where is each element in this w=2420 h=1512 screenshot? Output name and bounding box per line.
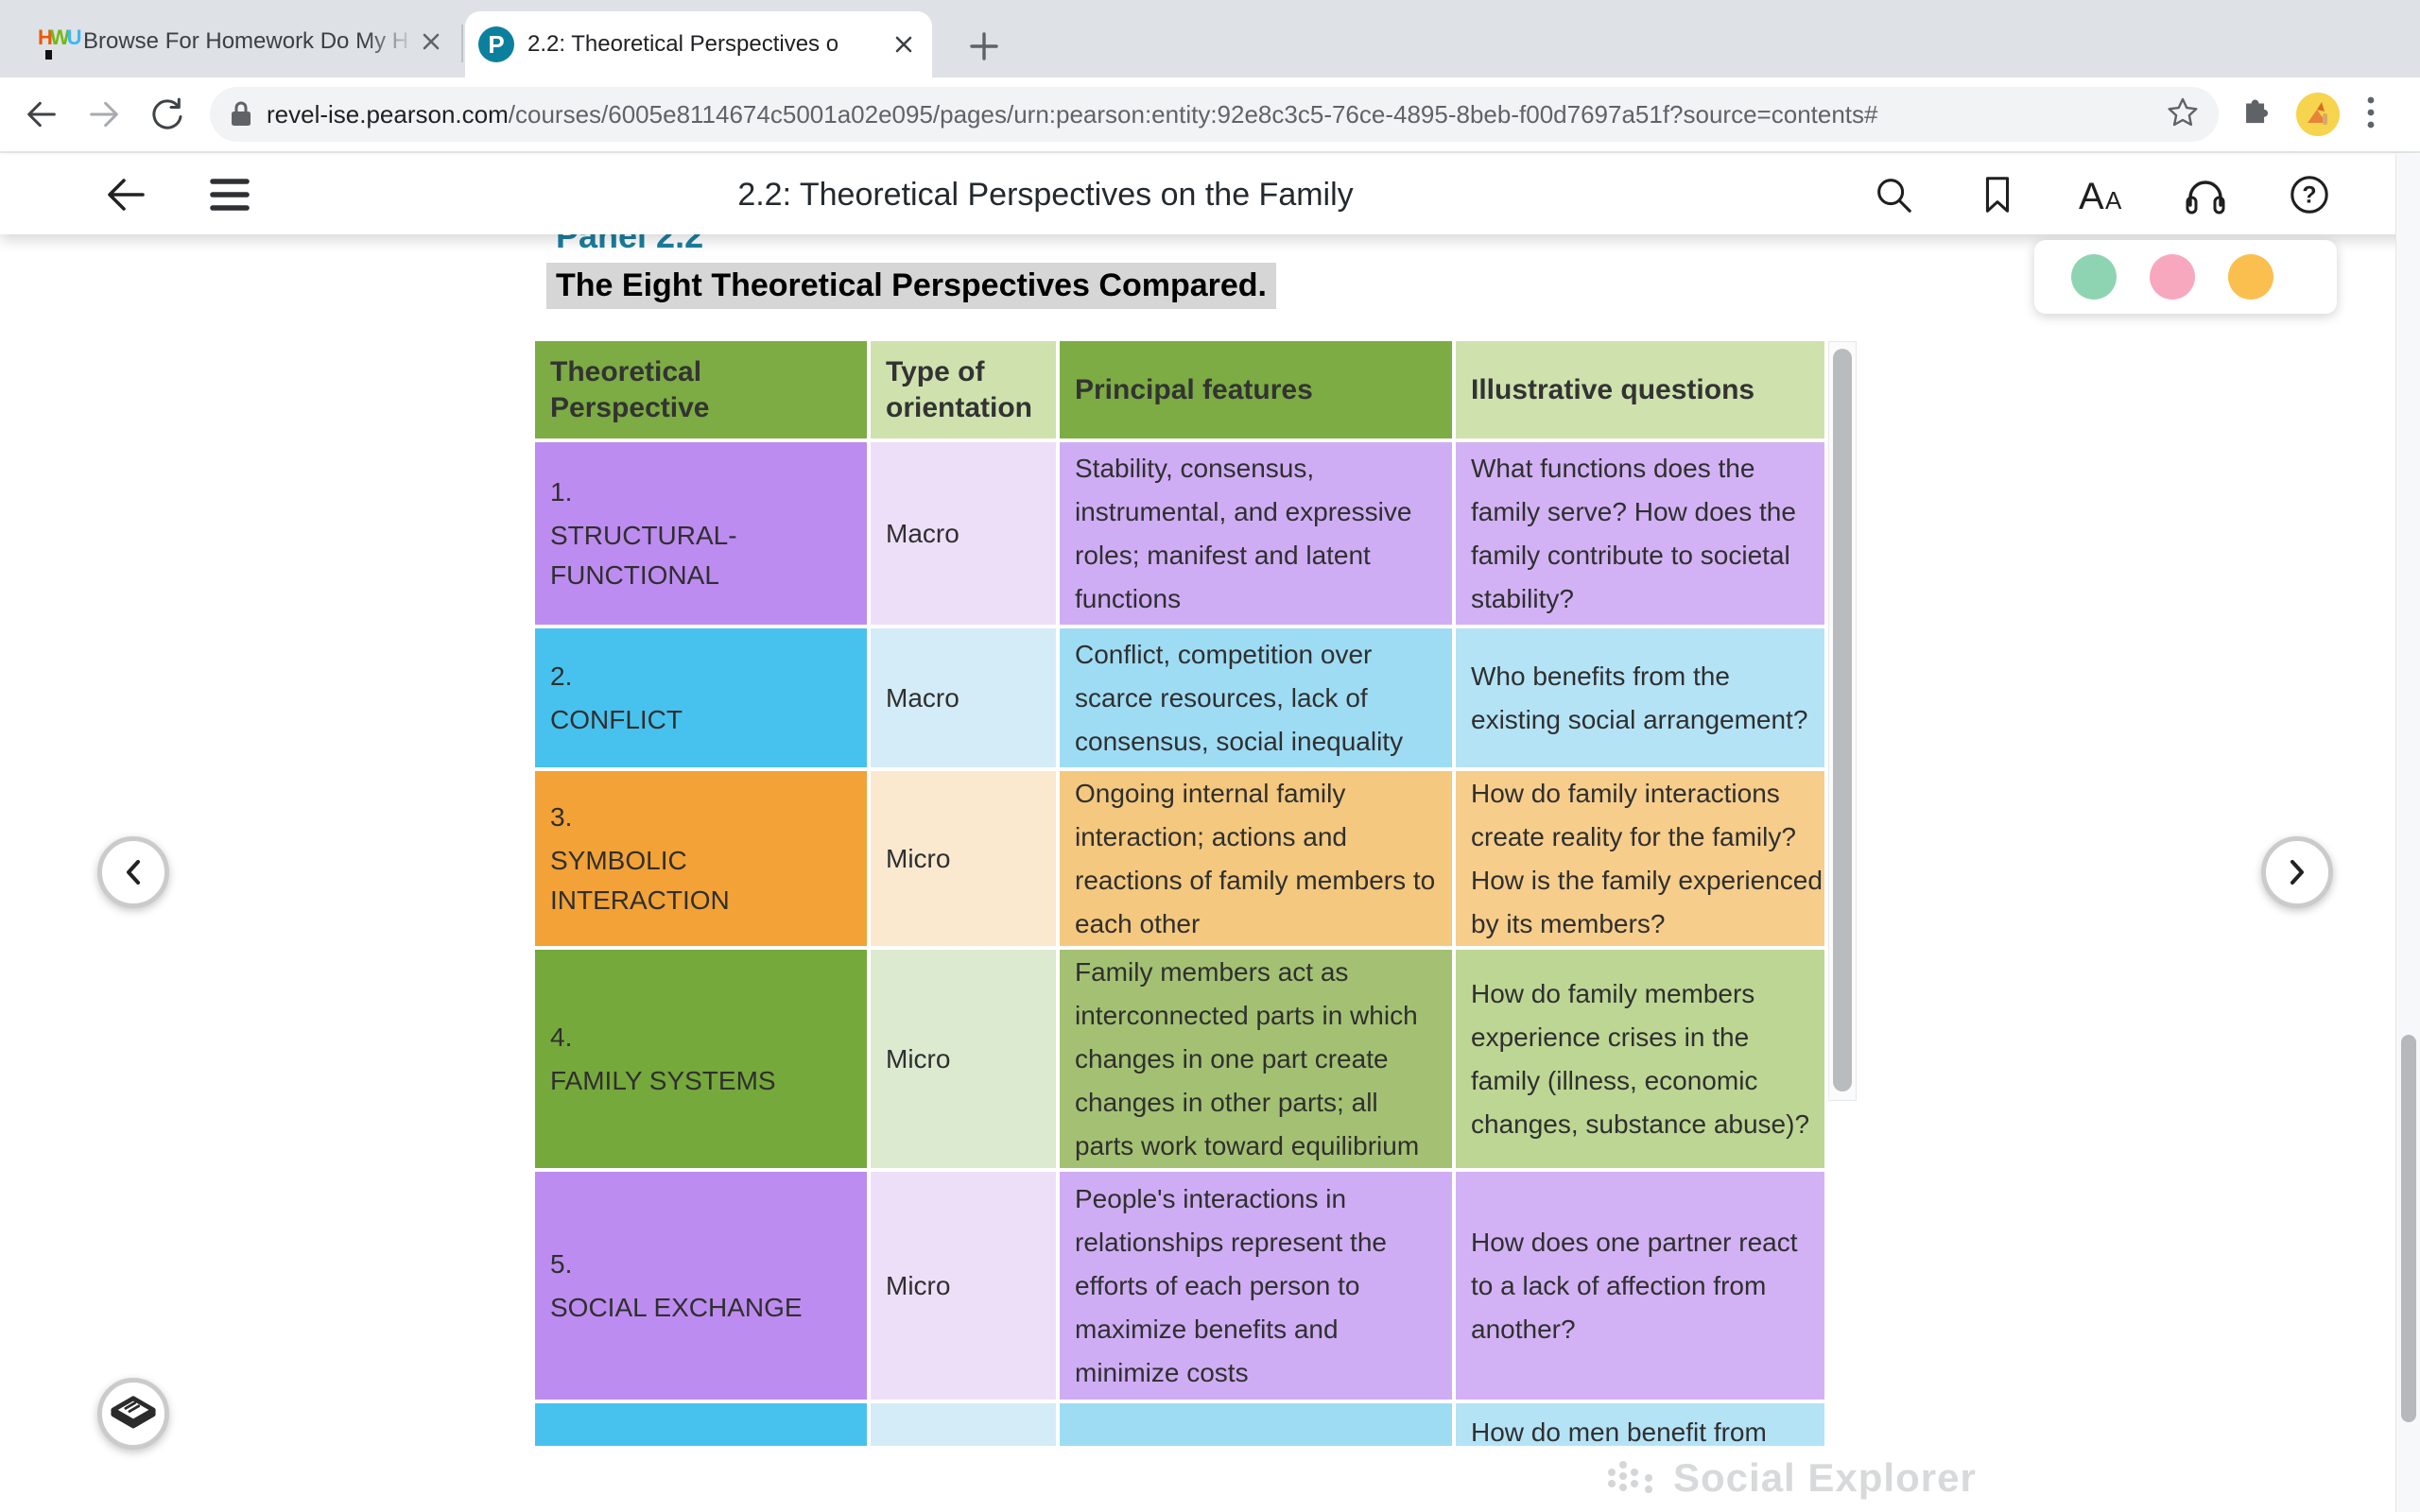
cell-orientation: Micro	[871, 950, 1056, 1168]
tab-title: Browse For Homework Do My H	[83, 28, 409, 54]
panel-title: The Eight Theoretical Perspectives Compa…	[546, 263, 1277, 309]
audio-headphones-icon[interactable]	[2172, 155, 2238, 234]
cell-perspective: 1. STRUCTURAL-FUNCTIONAL	[535, 442, 867, 625]
bookmark-icon[interactable]	[1964, 155, 2031, 234]
reader-header: 2.2: Theoretical Perspectives on the Fam…	[0, 155, 2420, 234]
chevron-left-icon	[127, 860, 140, 885]
tab-current[interactable]: P 2.2: Theoretical Perspectives o	[465, 11, 932, 77]
search-icon[interactable]	[1860, 155, 1927, 234]
table-scrollbar-thumb[interactable]	[1833, 349, 1852, 1091]
cell-questions: What functions does the family serve? Ho…	[1456, 442, 1824, 625]
menu-hamburger-icon[interactable]	[197, 155, 263, 234]
cell-questions: How do family members experience crises …	[1456, 950, 1824, 1168]
social-explorer-logo-icon	[1608, 1461, 1652, 1493]
menu-kebab-icon[interactable]	[2364, 94, 2377, 136]
cell-features	[1060, 1403, 1452, 1446]
cell-questions: How does one partner react to a lack of …	[1456, 1172, 1824, 1400]
column-header: Illustrative questions	[1456, 341, 1824, 438]
table-container: Theoretical Perspective Type of orientati…	[535, 341, 1824, 1446]
pearson-favicon-icon: P	[478, 26, 514, 62]
page-title: 2.2: Theoretical Perspectives on the Fam…	[737, 176, 1354, 213]
cell-perspective: 3. SYMBOLIC INTERACTION	[535, 771, 867, 946]
panel-title-text: The Eight Theoretical Perspectives Compa…	[546, 263, 1277, 309]
perspectives-table: Theoretical Perspective Type of orientati…	[535, 341, 1824, 1446]
svg-text:?: ?	[2302, 182, 2316, 209]
watermark-text: Social Explorer	[1673, 1455, 1977, 1500]
chevron-right-icon	[2290, 860, 2304, 885]
help-icon[interactable]: ?	[2276, 155, 2342, 234]
cell-features: Conflict, competition over scarce resour…	[1060, 628, 1452, 767]
highlight-color-picker	[2034, 240, 2337, 314]
previous-page-button[interactable]	[97, 836, 169, 908]
cell-questions: How do men benefit from	[1456, 1403, 1824, 1446]
back-arrow-icon[interactable]	[93, 155, 159, 234]
column-header: Principal features	[1060, 341, 1452, 438]
card-deck-icon	[111, 1396, 156, 1429]
column-header: Type of orientation	[871, 341, 1056, 438]
extensions-icon[interactable]	[2236, 94, 2272, 135]
url-text: revel-ise.pearson.com/courses/6005e81146…	[267, 99, 1878, 129]
cell-questions: How do family interactions create realit…	[1456, 771, 1824, 946]
table-scrollbar	[1828, 341, 1857, 1101]
close-tab-icon[interactable]	[889, 29, 919, 60]
url-bar[interactable]: revel-ise.pearson.com/courses/6005e81146…	[210, 87, 2219, 142]
cell-features: Family members act as interconnected par…	[1060, 950, 1452, 1168]
page-scrollbar	[2395, 155, 2420, 1512]
cell-features: People's interactions in relationships r…	[1060, 1172, 1452, 1400]
reload-icon[interactable]	[140, 88, 193, 141]
bookmark-star-icon[interactable]	[2166, 95, 2200, 134]
cell-orientation: Micro	[871, 771, 1056, 946]
new-tab-button[interactable]	[962, 25, 1006, 68]
social-explorer-watermark: Social Explorer	[1607, 1455, 1977, 1501]
column-header: Theoretical Perspective	[535, 341, 867, 438]
cell-features: Ongoing internal family interaction; act…	[1060, 771, 1452, 946]
svg-text:A: A	[2079, 176, 2104, 216]
highlight-orange-dot[interactable]	[2228, 254, 2273, 300]
cell-questions: Who benefits from the existing social ar…	[1456, 628, 1824, 767]
cell-perspective: 5. SOCIAL EXCHANGE	[535, 1172, 867, 1400]
cell-features: Stability, consensus, instrumental, and …	[1060, 442, 1452, 625]
close-tab-icon[interactable]	[416, 26, 446, 57]
cell-perspective: 4. FAMILY SYSTEMS	[535, 950, 867, 1168]
svg-text:A: A	[2105, 186, 2122, 215]
cell-perspective: 2. CONFLICT	[535, 628, 867, 767]
toolbar-trailing	[2236, 93, 2377, 136]
highlight-green-dot[interactable]	[2071, 254, 2117, 300]
browser-toolbar: revel-ise.pearson.com/courses/6005e81146…	[0, 77, 2420, 153]
page-scrollbar-thumb[interactable]	[2401, 1035, 2416, 1422]
cell-perspective	[535, 1403, 867, 1446]
forward-icon[interactable]	[78, 88, 130, 141]
cell-orientation: Micro	[871, 1172, 1056, 1400]
tab-title: 2.2: Theoretical Perspectives o	[527, 31, 839, 57]
cell-orientation: Macro	[871, 628, 1056, 767]
profile-avatar[interactable]	[2296, 93, 2340, 136]
cell-orientation	[871, 1403, 1056, 1446]
flashcards-button[interactable]	[97, 1378, 169, 1450]
lock-icon	[232, 101, 251, 126]
next-page-button[interactable]	[2261, 836, 2333, 908]
cell-orientation: Macro	[871, 442, 1056, 625]
highlight-pink-dot[interactable]	[2150, 254, 2195, 300]
back-icon[interactable]	[15, 88, 68, 141]
